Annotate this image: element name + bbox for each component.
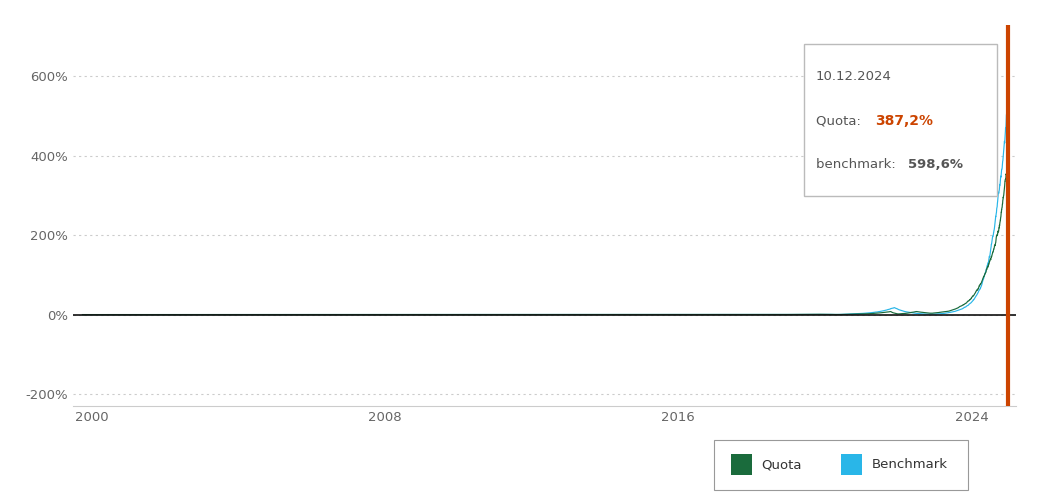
FancyBboxPatch shape [714, 440, 968, 490]
Text: Quota: Quota [761, 458, 802, 471]
Text: benchmark:: benchmark: [816, 158, 899, 171]
Text: Benchmark: Benchmark [871, 458, 948, 471]
Bar [842, 454, 862, 476]
FancyBboxPatch shape [804, 44, 997, 197]
Text: 10.12.2024: 10.12.2024 [816, 70, 892, 84]
Text: Quota:: Quota: [816, 114, 865, 127]
Bar [731, 454, 752, 476]
Text: 598,6%: 598,6% [908, 158, 963, 171]
Text: 387,2%: 387,2% [875, 114, 933, 128]
